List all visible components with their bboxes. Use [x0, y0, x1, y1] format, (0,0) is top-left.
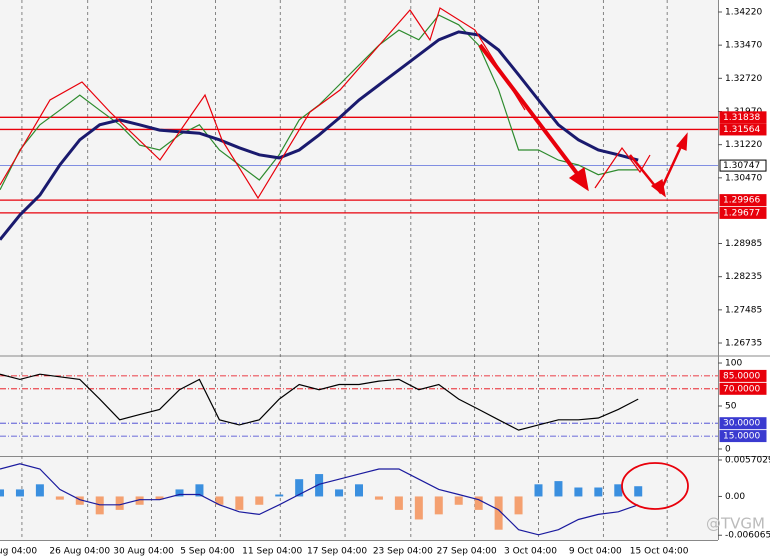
y-tick-label: 1.26735	[725, 339, 762, 349]
arrow-head	[568, 166, 589, 192]
histogram-bar	[514, 496, 523, 515]
price-tag	[719, 369, 767, 382]
y-tick-label: -0.0060658	[725, 531, 770, 541]
x-tick-label: 27 Sep 04:00	[437, 547, 497, 557]
annotations	[0, 7, 689, 510]
histogram-bar	[315, 474, 324, 497]
y-tick-label: 1.28985	[725, 239, 762, 249]
y-tick-label: 1.31220	[725, 140, 762, 150]
histogram-bar	[275, 494, 284, 497]
x-tick-label: 3 Oct 04:00	[504, 547, 557, 557]
x-tick-label: 26 Aug 04:00	[49, 547, 110, 557]
histogram-bar	[494, 496, 503, 530]
price-tag	[719, 194, 767, 207]
histogram-bar	[594, 487, 603, 497]
y-tick-label: 1.27485	[725, 305, 762, 315]
x-tick-label: Aug 04:00	[0, 547, 37, 557]
price-tag	[719, 123, 767, 136]
price-tag-label: 1.31838	[723, 113, 760, 123]
histogram-bar	[0, 489, 4, 497]
histogram-bar	[175, 489, 184, 497]
price-tag-label: 1.29677	[723, 208, 760, 218]
histogram-bar	[614, 484, 623, 497]
y-tick-label: 1.28235	[725, 272, 762, 282]
histogram-bar	[155, 496, 164, 500]
histogram-bar	[95, 496, 104, 515]
series-line	[0, 463, 639, 536]
y-tick-label: 50	[725, 402, 737, 412]
y-tick-label: 1.33470	[725, 41, 762, 51]
y-tick-label: 0.0057029	[725, 455, 770, 465]
histogram-bar	[355, 484, 363, 497]
price-tag-label: 85.0000	[723, 371, 760, 381]
price-tag	[719, 417, 767, 430]
histogram-bar	[634, 486, 643, 497]
zigzag	[594, 146, 651, 189]
histogram-bar	[55, 496, 64, 500]
price-tag-label: 1.31564	[723, 125, 760, 135]
price-tag	[719, 430, 767, 443]
histogram-bar	[115, 496, 124, 510]
histogram-bar	[335, 489, 344, 497]
histogram-bar	[434, 496, 443, 515]
arrow-head	[676, 132, 688, 151]
histogram-bar	[255, 496, 264, 505]
x-tick-label: 17 Sep 04:00	[307, 547, 367, 557]
price-tag-label: 15.0000	[723, 432, 760, 442]
y-tick-label: 0.00	[725, 492, 745, 502]
histogram-bar	[135, 496, 144, 505]
histogram-bar	[554, 481, 563, 497]
x-tick-label: 23 Sep 04:00	[373, 547, 433, 557]
histogram-bar	[15, 489, 24, 497]
price-tag-label: 70.0000	[723, 384, 760, 394]
y-tick-label: 0	[725, 444, 731, 454]
histogram-bar	[295, 479, 304, 497]
histogram-bar	[414, 496, 423, 520]
histogram-bar	[195, 484, 204, 497]
histogram-bar	[75, 496, 84, 505]
plot-area	[0, 0, 718, 540]
histogram-bar	[454, 496, 463, 505]
x-tick-label: 30 Aug 04:00	[113, 547, 174, 557]
price-tag-label: 1.30747	[723, 161, 760, 171]
y-tick-label: 100	[725, 359, 742, 369]
watermark: @TVGM	[706, 515, 765, 533]
x-tick-label: 15 Oct 04:00	[630, 547, 689, 557]
histogram-bar	[215, 496, 224, 505]
price-tag	[719, 382, 767, 395]
histogram-bar	[534, 484, 543, 497]
price-tag-label: 30.0000	[723, 419, 760, 429]
y-tick-label: 1.32720	[725, 74, 762, 84]
x-tick-label: 11 Sep 04:00	[242, 547, 302, 557]
histogram-bar	[35, 484, 44, 497]
price-tag	[719, 159, 767, 172]
histogram-bar	[474, 496, 483, 510]
price-tag	[719, 111, 767, 124]
series-line	[0, 373, 639, 431]
price-tag	[719, 206, 767, 219]
x-tick-label: 9 Oct 04:00	[569, 547, 622, 557]
x-tick-label: 5 Sep 04:00	[180, 547, 235, 557]
y-tick-label: 1.34220	[725, 7, 762, 17]
histogram-bar	[235, 496, 244, 510]
marks	[0, 14, 643, 536]
y-tick-label: 1.30470	[725, 173, 762, 183]
trend-arrow	[478, 43, 584, 182]
price-tag-label: 1.29966	[723, 196, 760, 206]
highlight-circle	[621, 462, 689, 510]
series-line	[0, 30, 639, 241]
histogram-bar	[574, 487, 583, 497]
zigzag	[0, 7, 526, 200]
histogram-bar	[394, 496, 403, 510]
histogram-bar	[374, 496, 383, 500]
arrow-head	[650, 179, 666, 198]
